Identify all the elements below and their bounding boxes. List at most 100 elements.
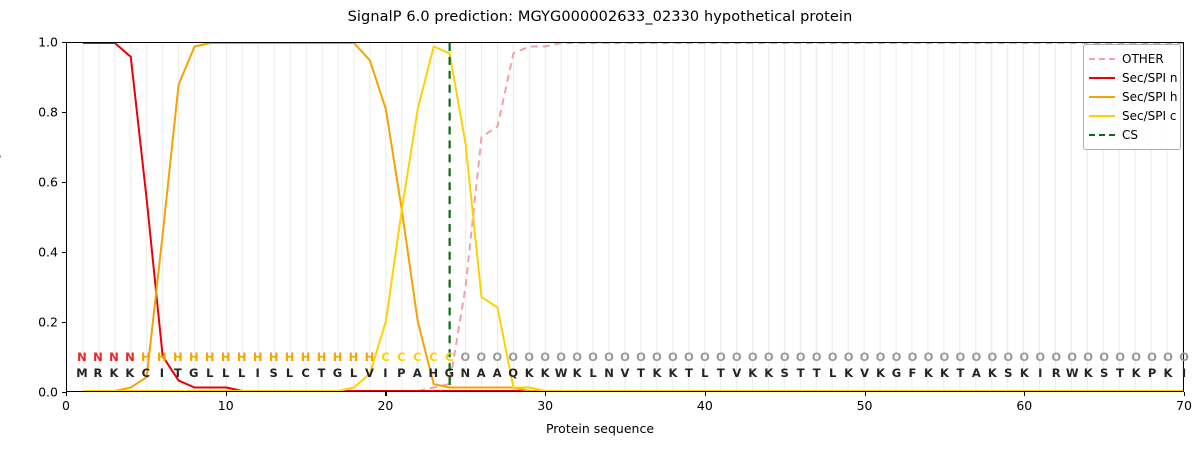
curve-sec-spi-n <box>82 43 1183 391</box>
residue-63: W <box>1065 366 1079 380</box>
residue-12: I <box>255 366 260 380</box>
curve-other <box>82 43 1183 391</box>
legend-item-sec-spi-h[interactable]: Sec/SPI h <box>1089 87 1177 106</box>
region-annotation-2: N <box>93 350 103 364</box>
region-annotation-54: O <box>923 350 934 364</box>
region-annotation-39: O <box>683 350 694 364</box>
region-annotation-14: H <box>284 350 295 364</box>
region-annotation-25: O <box>460 350 471 364</box>
residue-34: N <box>604 366 614 380</box>
region-annotation-37: O <box>652 350 662 364</box>
page-title: SignalP 6.0 prediction: MGYG000002633_02… <box>347 9 853 25</box>
residue-48: L <box>828 366 837 380</box>
region-annotation-48: O <box>827 350 838 364</box>
y-tick-label: 0.6 <box>38 174 58 190</box>
residue-18: L <box>349 366 358 380</box>
residue-57: A <box>971 366 981 380</box>
residue-25: N <box>460 366 471 380</box>
residue-44: K <box>764 366 774 380</box>
residue-53: F <box>908 366 917 380</box>
residue-19: V <box>365 366 374 380</box>
residue-8: G <box>189 366 199 380</box>
region-annotation-58: O <box>987 350 998 364</box>
residue-17: G <box>332 366 343 380</box>
region-annotation-62: O <box>1051 350 1062 364</box>
x-axis-label: Protein sequence <box>545 421 655 436</box>
region-annotation-36: O <box>636 350 646 364</box>
region-annotation-21: C <box>397 350 406 364</box>
region-annotation-11: H <box>236 350 247 364</box>
region-annotation-6: H <box>157 350 167 364</box>
plot-area <box>66 42 1184 392</box>
residue-9: L <box>206 366 214 380</box>
region-annotation-22: C <box>413 350 422 364</box>
residue-68: P <box>1147 366 1157 380</box>
x-tick-label: 50 <box>856 398 873 413</box>
region-annotation-17: H <box>332 350 343 364</box>
residue-58: K <box>987 366 997 380</box>
region-annotation-43: O <box>747 350 758 364</box>
residue-40: L <box>701 366 709 380</box>
x-tick-mark <box>864 392 866 396</box>
region-annotation-34: O <box>604 350 614 364</box>
region-annotation-35: O <box>620 350 630 364</box>
region-annotation-42: O <box>731 350 742 364</box>
region-annotation-3: N <box>109 350 119 364</box>
region-annotation-52: O <box>891 350 902 364</box>
residue-54: K <box>923 366 933 380</box>
residue-11: L <box>238 366 246 380</box>
residue-65: S <box>1099 366 1109 380</box>
region-annotation-18: H <box>348 350 359 364</box>
region-annotation-56: O <box>955 350 966 364</box>
region-annotation-26: O <box>476 350 487 364</box>
residue-59: S <box>1004 366 1013 380</box>
residue-41: T <box>716 366 725 380</box>
region-annotation-63: O <box>1067 350 1078 364</box>
region-annotation-32: O <box>572 350 582 364</box>
residue-3: K <box>109 366 119 380</box>
residue-37: K <box>652 366 662 380</box>
region-annotation-40: O <box>699 350 710 364</box>
residue-49: K <box>844 366 854 380</box>
legend-item-sec-spi-n[interactable]: Sec/SPI n <box>1089 68 1177 87</box>
region-annotation-68: O <box>1147 350 1157 364</box>
residue-27: A <box>492 366 502 380</box>
residue-16: T <box>317 366 326 380</box>
residue-64: K <box>1083 366 1093 380</box>
legend-item-cs[interactable]: CS <box>1089 125 1175 144</box>
y-tick-label: 0.8 <box>38 104 58 120</box>
residue-15: C <box>301 366 310 380</box>
legend-item-other[interactable]: OTHER <box>1089 49 1175 68</box>
region-annotation-49: O <box>843 350 854 364</box>
x-tick-label: 10 <box>217 398 234 413</box>
residue-14: L <box>285 366 294 380</box>
residue-36: T <box>637 366 645 380</box>
residue-4: K <box>125 366 135 380</box>
residue-42: V <box>732 366 742 380</box>
y-tick-label: 0.4 <box>38 244 58 260</box>
region-annotation-13: H <box>268 350 279 364</box>
region-annotation-24: C <box>445 350 454 364</box>
y-tick-mark <box>62 392 66 394</box>
region-annotation-27: O <box>492 350 503 364</box>
region-annotation-47: O <box>811 350 822 364</box>
residue-50: V <box>860 366 870 380</box>
region-annotation-57: O <box>971 350 982 364</box>
residue-31: W <box>554 366 568 380</box>
residue-23: H <box>428 366 439 380</box>
residue-61: I <box>1038 366 1043 380</box>
residue-35: V <box>620 366 630 380</box>
x-tick-label: 70 <box>1176 398 1192 413</box>
region-annotation-15: H <box>300 350 311 364</box>
legend-swatch-icon <box>1089 91 1115 103</box>
region-annotation-31: O <box>556 350 566 364</box>
region-annotation-66: O <box>1115 350 1125 364</box>
x-tick-mark <box>1184 392 1186 396</box>
legend-swatch-icon <box>1089 53 1115 65</box>
residue-28: Q <box>508 366 519 380</box>
legend: OTHER Sec/SPI n Sec/SPI h Sec/SPI c CS <box>1083 44 1181 150</box>
residue-70: I <box>1181 366 1187 380</box>
region-annotation-60: O <box>1019 350 1030 364</box>
legend-item-sec-spi-c[interactable]: Sec/SPI c <box>1089 106 1176 125</box>
region-annotation-46: O <box>795 350 806 364</box>
